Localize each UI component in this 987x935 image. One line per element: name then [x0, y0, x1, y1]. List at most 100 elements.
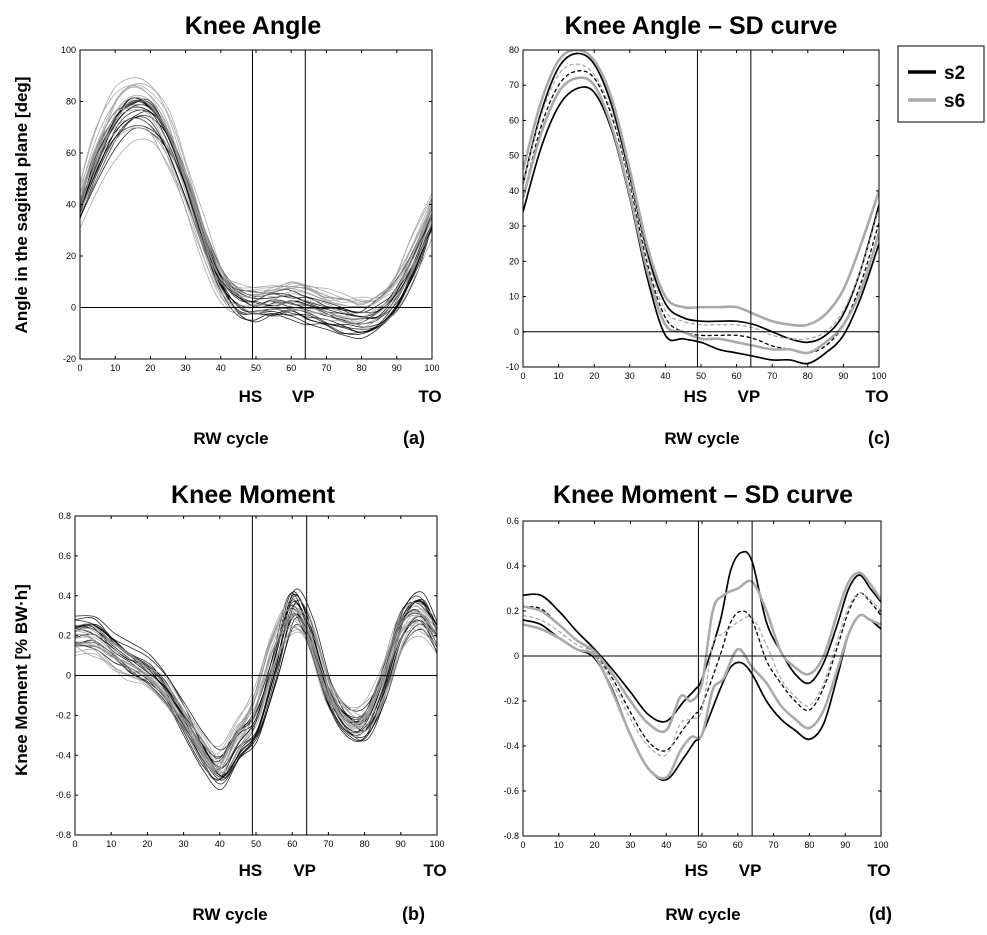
panel-a-xtick-label: 60 — [286, 363, 296, 373]
panel-c-xtick-label: 80 — [803, 371, 813, 381]
panel-d-ytick-label: 0.2 — [506, 606, 519, 616]
panel-a-xtick-label: 50 — [251, 363, 261, 373]
panel-b-xtick-label: 80 — [360, 839, 370, 849]
panel-a-trial-s6-8 — [80, 107, 432, 322]
panel-c-ytick-label: 20 — [509, 256, 519, 266]
panel-a-xtick-label: 30 — [181, 363, 191, 373]
panel-d-xtick-label: 40 — [661, 840, 671, 850]
panel-d-event-label-to: TO — [867, 861, 890, 880]
panel-b-ytick-label: -0.6 — [55, 790, 71, 800]
panel-b-xlabel: RW cycle — [192, 905, 267, 924]
panel-a-trial-s2-15 — [80, 104, 432, 325]
legend-label-s2: s2 — [944, 63, 965, 84]
panel-c-ytick-label: 50 — [509, 151, 519, 161]
panel-a-ytick-label: 0 — [71, 303, 76, 313]
panel-d-ytick-label: 0.4 — [506, 561, 519, 571]
panel-a-xtick-label: 70 — [321, 363, 331, 373]
panel-d-s2-upper-line — [523, 550, 881, 723]
panel-d-s2-mean-line — [523, 592, 881, 752]
panel-knee-moment: Knee Moment RW cycle (b) Knee Moment [% … — [12, 481, 447, 924]
panel-d-ytick-label: -0.8 — [503, 831, 519, 841]
panel-b-trial-s6-11 — [75, 620, 437, 764]
legend-box — [897, 45, 985, 123]
panel-c-event-label-hs: HS — [684, 387, 708, 406]
panel-d-label: (d) — [869, 904, 892, 924]
panel-c-xtick-label: 90 — [838, 371, 848, 381]
panel-b-label: (b) — [402, 904, 425, 924]
panel-d-xtick-label: 30 — [625, 840, 635, 850]
panel-b-trial-s6-7 — [75, 610, 437, 771]
panel-d-xtick-label: 10 — [554, 840, 564, 850]
panel-c-xlabel: RW cycle — [664, 429, 739, 448]
panel-b-ytick-label: 0.6 — [58, 551, 71, 561]
panel-b-xtick-label: 0 — [72, 839, 77, 849]
panel-b-xtick-label: 40 — [215, 839, 225, 849]
panel-d-xtick-label: 70 — [769, 840, 779, 850]
panel-d-xtick-label: 80 — [804, 840, 814, 850]
panel-c-xtick-label: 50 — [696, 371, 706, 381]
panel-b-trial-s6-4 — [75, 629, 437, 773]
panel-d-xtick-label: 0 — [520, 840, 525, 850]
panel-b-ytick-label: -0.2 — [55, 710, 71, 720]
panel-c-label: (c) — [868, 428, 890, 448]
panel-b-trial-s6-8 — [75, 628, 437, 773]
panel-a-ytick-label: 40 — [66, 200, 76, 210]
panel-c-event-label-vp: VP — [737, 387, 760, 406]
panel-a-trial-s6-1 — [80, 117, 432, 320]
panel-a-xtick-label: 0 — [77, 363, 82, 373]
panel-b-xtick-label: 20 — [142, 839, 152, 849]
panel-d-xtick-label: 100 — [873, 840, 888, 850]
panel-a-trial-s6-14 — [80, 103, 432, 315]
panel-b-event-label-vp: VP — [293, 861, 316, 880]
panel-b-xtick-label: 10 — [106, 839, 116, 849]
panel-b-trial-s6-1 — [75, 625, 437, 773]
panel-c-ytick-label: 60 — [509, 115, 519, 125]
legend: s2 s6 — [897, 45, 985, 123]
panel-a-trial-s2-13 — [80, 106, 432, 314]
panel-a-label: (a) — [403, 428, 425, 448]
panel-d-event-label-hs: HS — [685, 861, 709, 880]
panel-c-s2-mean-line — [523, 70, 879, 354]
panel-b-trial-s2-5 — [75, 616, 437, 777]
panel-a-trial-s2-9 — [80, 99, 432, 314]
panel-a-ylabel: Angle in the sagittal plane [deg] — [12, 77, 31, 334]
panel-c-xtick-label: 0 — [520, 371, 525, 381]
panel-d-plot-area — [523, 550, 881, 781]
panel-c-xtick-label: 10 — [554, 371, 564, 381]
panel-b-event-label-hs: HS — [239, 861, 263, 880]
panel-a-trial-s6-0 — [80, 127, 432, 324]
panel-c-ytick-label: 0 — [514, 327, 519, 337]
panel-a-event-label-to: TO — [418, 387, 441, 406]
panel-a-plot-area — [80, 77, 432, 339]
panel-b-xtick-label: 70 — [323, 839, 333, 849]
panel-d-event-label-vp: VP — [739, 861, 762, 880]
panel-a-trial-s6-9 — [80, 100, 432, 306]
panel-d-ytick-label: 0 — [514, 651, 519, 661]
panel-c-xtick-label: 30 — [625, 371, 635, 381]
panel-c-ytick-label: -10 — [506, 362, 519, 372]
panel-c-ytick-label: 80 — [509, 45, 519, 55]
panel-b-ytick-label: -0.4 — [55, 750, 71, 760]
panel-a-ytick-label: 80 — [66, 97, 76, 107]
panel-b-ytick-label: -0.8 — [55, 830, 71, 840]
panel-b-xtick-label: 30 — [179, 839, 189, 849]
panel-d-xtick-label: 90 — [840, 840, 850, 850]
panel-c-ytick-label: 30 — [509, 221, 519, 231]
panel-d-s6-lower-line — [523, 613, 881, 780]
panel-c-s6-upper-line — [523, 50, 879, 327]
panel-c-plot-area — [523, 50, 879, 365]
panel-a-event-label-hs: HS — [239, 387, 263, 406]
panel-b-xtick-label: 60 — [287, 839, 297, 849]
panel-b-ytick-label: 0.8 — [58, 511, 71, 521]
panel-d-ytick-label: -0.2 — [503, 696, 519, 706]
panel-a-event-label-vp: VP — [292, 387, 315, 406]
panel-a-trial-s6-15 — [80, 138, 432, 328]
panel-d-xtick-label: 60 — [733, 840, 743, 850]
panel-b-ytick-label: 0 — [66, 671, 71, 681]
panel-knee-angle: Knee Angle RW cycle (a) Angle in the sag… — [12, 12, 442, 448]
panel-d-ytick-label: -0.6 — [503, 786, 519, 796]
panel-c-s6-mean-line — [523, 63, 879, 341]
panel-c-xtick-label: 100 — [871, 371, 886, 381]
panel-a-trial-s6-11 — [80, 83, 432, 303]
